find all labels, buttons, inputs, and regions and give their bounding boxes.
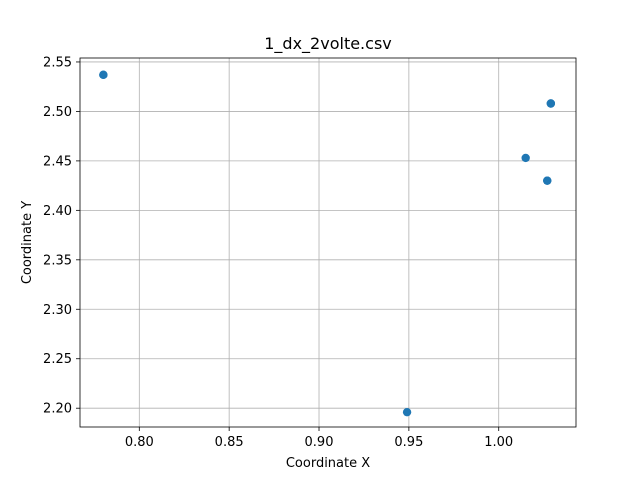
data-point [402, 407, 412, 417]
x-tick-label: 0.90 [305, 435, 334, 450]
data-point [99, 70, 108, 80]
y-tick-label: 2.40 [43, 204, 72, 219]
axis-ticks: 0.80 0.85 0.90 0.95 1.00 2.20 2.25 2.30 2.35 2.40… [43, 55, 513, 450]
y-tick-label: 2.25 [43, 352, 72, 367]
y-tick-label: 2.20 [43, 402, 72, 417]
y-tick-label: 2.30 [43, 303, 72, 318]
y-tick-label: 2.45 [43, 154, 72, 169]
data-point [521, 153, 530, 163]
y-axis-label: Coordinate Y [20, 201, 35, 284]
data-point [546, 99, 556, 108]
y-tick-label: 2.35 [43, 253, 72, 268]
data-points [99, 70, 556, 417]
x-tick-label: 0.95 [394, 435, 423, 450]
x-tick-label: 1.00 [484, 435, 513, 450]
grid-lines [80, 58, 576, 427]
data-point [543, 176, 552, 185]
x-tick-label: 0.80 [125, 435, 154, 450]
chart-title: 1_dx_2volte.csv [264, 34, 392, 54]
plot-frame [79, 57, 577, 428]
y-tick-label: 2.55 [43, 55, 72, 70]
x-axis-label: Coordinate X [286, 456, 370, 471]
x-tick-label: 0.85 [215, 435, 244, 450]
y-tick-label: 2.50 [43, 105, 72, 120]
